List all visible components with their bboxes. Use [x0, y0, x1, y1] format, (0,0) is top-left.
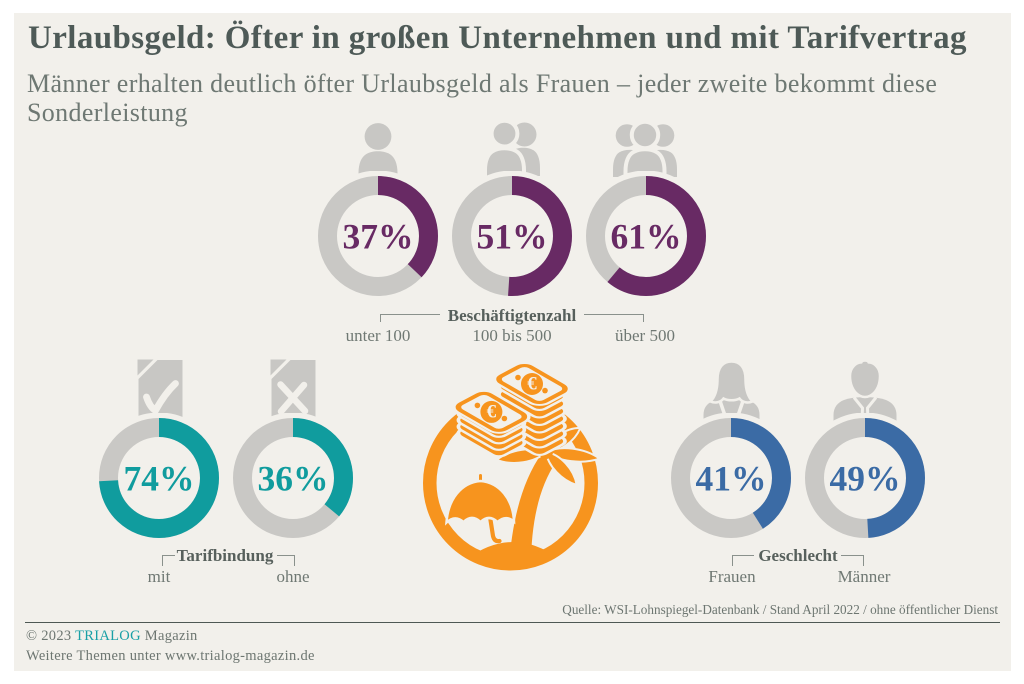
- svg-text:€: €: [527, 374, 537, 395]
- svg-text:€: €: [487, 402, 497, 423]
- svg-text:49%: 49%: [830, 459, 901, 499]
- svg-text:37%: 37%: [343, 217, 414, 257]
- svg-text:74%: 74%: [124, 459, 195, 499]
- svg-text:51%: 51%: [477, 217, 548, 257]
- svg-text:36%: 36%: [257, 459, 328, 499]
- svg-text:41%: 41%: [696, 459, 767, 499]
- svg-text:61%: 61%: [611, 217, 682, 257]
